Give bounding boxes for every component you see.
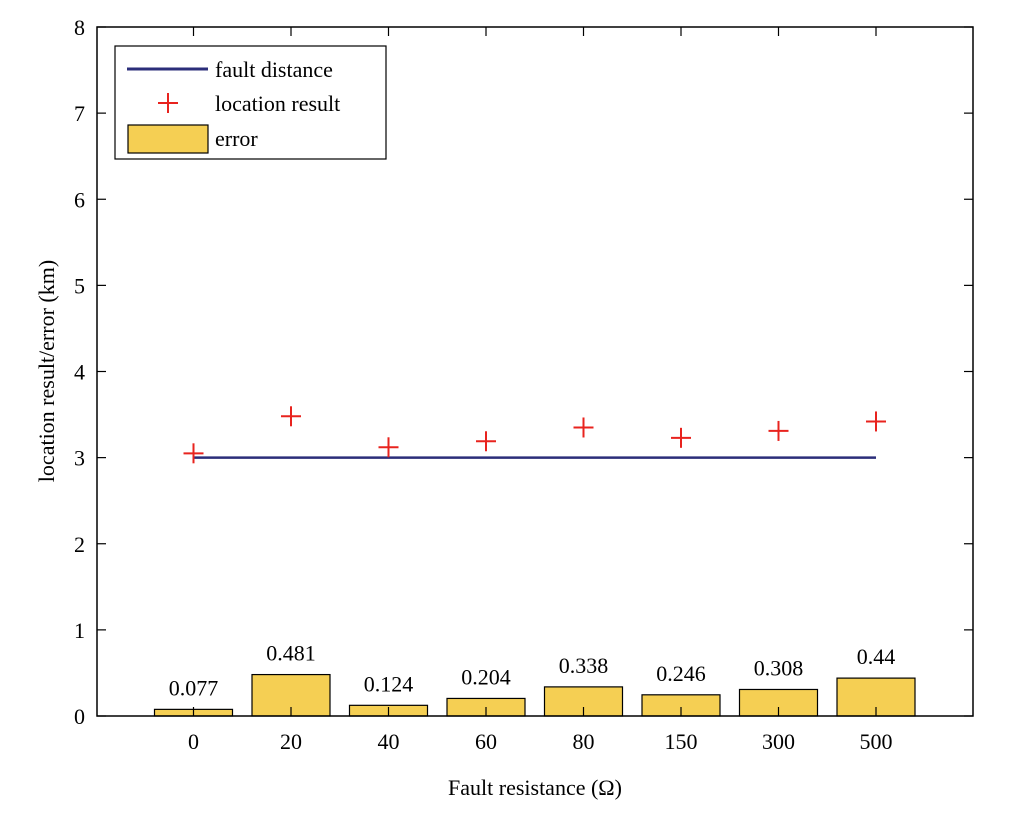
legend-label-location-result: location result xyxy=(215,91,340,116)
y-tick-label: 0 xyxy=(74,704,85,729)
x-tick-label: 20 xyxy=(280,729,302,754)
x-tick-label: 40 xyxy=(378,729,400,754)
x-tick-label: 80 xyxy=(573,729,595,754)
location-result-marker xyxy=(281,406,301,427)
location-result-marker xyxy=(378,437,399,458)
bar-value-label: 0.338 xyxy=(559,653,609,678)
location-result-marker xyxy=(183,443,204,464)
x-tick-label: 0 xyxy=(188,729,199,754)
location-result-marker xyxy=(768,420,789,441)
y-tick-label: 7 xyxy=(74,101,85,126)
location-result-marker xyxy=(671,427,691,448)
ticks-layer xyxy=(97,26,973,717)
x-tick-label: 300 xyxy=(762,729,795,754)
bar-value-label: 0.204 xyxy=(461,664,511,689)
bar-value-label: 0.44 xyxy=(857,644,896,669)
y-axis-label: location result/error (km) xyxy=(34,260,59,482)
legend: fault distance location result error xyxy=(114,45,387,160)
x-tick-label: 500 xyxy=(860,729,893,754)
x-tick-label: 60 xyxy=(475,729,497,754)
location-result-marker xyxy=(573,417,594,438)
data-labels-layer: 0.077 0.481 0.124 0.204 0.338 0.246 0.308 0.44 xyxy=(169,641,896,701)
y-tick-label: 2 xyxy=(74,532,85,557)
bar-value-label: 0.124 xyxy=(364,671,414,696)
marker-layer xyxy=(183,406,886,464)
y-tick-label: 6 xyxy=(74,187,85,212)
y-tick-labels: 0 1 2 3 4 5 6 7 8 xyxy=(74,15,85,729)
location-result-marker xyxy=(866,411,886,432)
legend-bar-swatch xyxy=(127,124,209,154)
bar-value-label: 0.077 xyxy=(169,675,219,700)
y-tick-label: 5 xyxy=(74,273,85,298)
x-tick-label: 150 xyxy=(665,729,698,754)
y-tick-label: 1 xyxy=(74,618,85,643)
legend-label-fault-distance: fault distance xyxy=(215,57,333,82)
bar-value-label: 0.481 xyxy=(266,641,316,666)
y-tick-label: 8 xyxy=(74,15,85,40)
legend-label-error: error xyxy=(215,126,258,151)
bar-value-label: 0.308 xyxy=(754,655,804,680)
bar-value-label: 0.246 xyxy=(656,661,706,686)
y-tick-label: 3 xyxy=(74,446,85,471)
x-tick-labels: 0 20 40 60 80 150 300 500 xyxy=(188,729,893,754)
x-axis-label: Fault resistance (Ω) xyxy=(448,775,622,800)
location-result-marker xyxy=(476,431,496,452)
y-tick-label: 4 xyxy=(74,360,85,385)
legend-plus-marker xyxy=(158,93,178,113)
